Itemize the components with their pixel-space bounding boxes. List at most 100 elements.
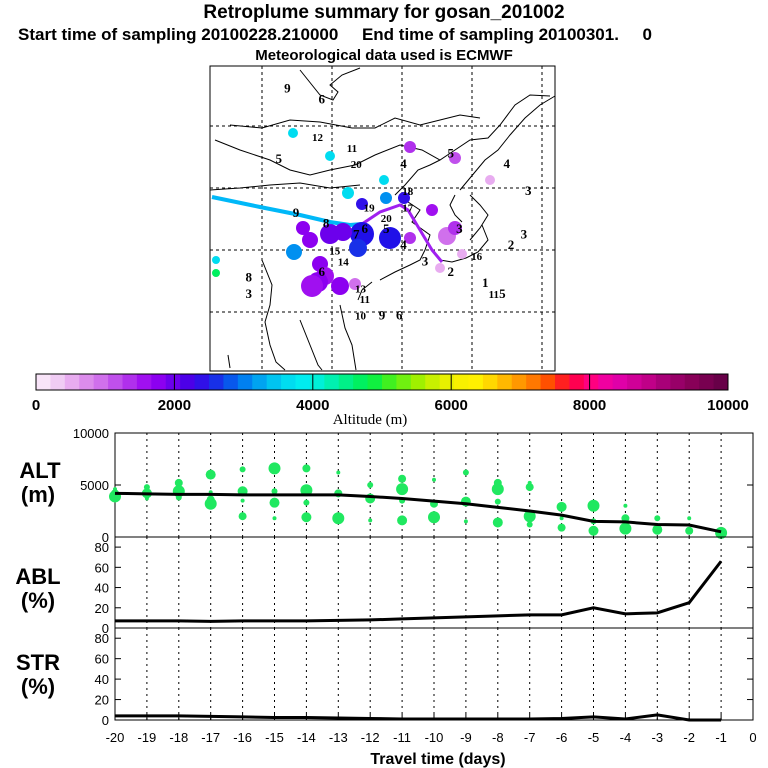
alt-point — [623, 503, 628, 508]
map-cluster-label: 11 — [489, 289, 499, 301]
plume-track-violet — [361, 203, 444, 263]
colorbar-swatch — [353, 374, 369, 390]
map-cluster-label: 10 — [355, 310, 367, 322]
plume-cluster-blob — [380, 192, 392, 204]
colorbar-swatch — [468, 374, 484, 390]
alt-point — [239, 466, 246, 473]
y-tick-label: 60 — [95, 652, 109, 667]
y-tick-label: 0 — [102, 713, 109, 728]
x-tick-label: -6 — [556, 730, 568, 745]
colorbar-tick-label: 10000 — [707, 397, 749, 414]
x-tick-label: -11 — [393, 730, 411, 745]
x-tick-label: -15 — [265, 730, 284, 745]
abl-panel: ABL (%) 80 60 40 20 0 — [15, 536, 754, 636]
plume-cluster-blob — [301, 275, 323, 297]
str-ylabel-2: (%) — [21, 674, 55, 699]
colorbar-swatch — [454, 374, 469, 390]
colorbar-swatches — [36, 374, 729, 390]
alt-point — [396, 483, 409, 496]
map-cluster-label: 6 — [319, 91, 326, 106]
plume-cluster-blob — [349, 278, 361, 290]
map-cluster-label: 12 — [312, 132, 324, 144]
y-tick-label: 80 — [95, 631, 109, 646]
met-data-source: Meteorological data used is ECMWF — [255, 47, 513, 64]
alt-point — [271, 488, 278, 495]
str-ticks: 80 60 40 20 0 — [95, 631, 753, 728]
y-tick-label: 10000 — [73, 426, 109, 441]
y-tick-label: 80 — [95, 540, 109, 555]
plume-cluster-blob — [379, 175, 389, 185]
map-cluster-label: 2 — [448, 264, 455, 279]
alt-point — [654, 515, 661, 522]
x-tick-label: -16 — [233, 730, 252, 745]
colorbar-swatch — [237, 374, 253, 390]
plume-cluster-blob — [485, 175, 495, 185]
map-frame — [209, 65, 556, 372]
alt-point — [332, 512, 345, 525]
map-cluster-label: 5 — [499, 286, 506, 301]
colorbar-swatch — [526, 374, 542, 390]
colorbar-swatch — [627, 374, 642, 390]
colorbar-swatch — [598, 374, 614, 390]
colorbar-swatch — [122, 374, 138, 390]
plume-clusters — [212, 128, 495, 297]
plume-cluster-blob — [448, 221, 462, 235]
colorbar-tick-label: 8000 — [573, 397, 606, 414]
alt-point — [523, 510, 536, 523]
colorbar-swatch — [309, 374, 325, 390]
alt-point — [302, 464, 311, 473]
alt-point — [556, 501, 567, 512]
map-cluster-label: 3 — [456, 221, 463, 236]
colorbar-tick-label: 0 — [32, 397, 40, 414]
alt-point — [492, 517, 503, 528]
alt-point — [204, 497, 217, 510]
x-tick-label: -19 — [138, 730, 157, 745]
x-tick-label: -14 — [297, 730, 316, 745]
plume-cluster-blob — [426, 204, 438, 216]
alt-point — [462, 469, 469, 476]
map-cluster-label: 8 — [323, 216, 330, 231]
alt-point — [557, 523, 566, 532]
map-cluster-label: 5 — [276, 151, 283, 166]
map-cluster-label: 16 — [471, 251, 483, 263]
y-tick-label: 5000 — [80, 478, 109, 493]
map-cluster-label: 8 — [245, 270, 252, 285]
x-tick-label: -8 — [492, 730, 504, 745]
colorbar-swatch — [497, 374, 513, 390]
x-tick-label: -17 — [201, 730, 220, 745]
map-cluster-label: 6 — [396, 307, 403, 322]
plume-cluster-blob — [286, 244, 302, 260]
x-tick-label: -1 — [715, 730, 727, 745]
map-cluster-label: 9 — [293, 205, 300, 220]
alt-point — [588, 525, 599, 536]
alt-point — [303, 499, 310, 506]
colorbar-swatch — [136, 374, 152, 390]
alt-point — [301, 512, 312, 523]
plume-cluster-blob — [449, 152, 461, 164]
colorbar-swatch — [223, 374, 239, 390]
colorbar-swatch — [295, 374, 311, 390]
plume-cluster-blob — [296, 221, 310, 235]
colorbar-swatch — [670, 374, 686, 390]
plume-cluster-blob — [325, 151, 335, 161]
map-cluster-label: 4 — [400, 237, 407, 252]
colorbar-swatch — [36, 374, 51, 390]
x-axis-label: Travel time (days) — [370, 751, 505, 768]
colorbar-swatch — [252, 374, 268, 390]
map-cluster-label: 20 — [351, 159, 363, 171]
colorbar-swatch — [540, 374, 556, 390]
plume-cluster-blob — [349, 239, 367, 257]
alt-point — [525, 483, 534, 492]
map-cluster-label: 14 — [338, 256, 350, 268]
colorbar-swatch — [511, 374, 527, 390]
colorbar-swatch — [555, 374, 570, 390]
colorbar-tick-label: 2000 — [158, 397, 191, 414]
abl-ticks: 80 60 40 20 0 — [95, 540, 753, 636]
x-tick-label: -12 — [361, 730, 380, 745]
x-axis-ticks: -20 -19 -18 -17 -16 -15 -14 -13 -12 -11 -10 -9 -8 -7-… — [106, 714, 757, 745]
colorbar-swatch — [151, 374, 167, 390]
colorbar-swatch — [569, 374, 585, 390]
